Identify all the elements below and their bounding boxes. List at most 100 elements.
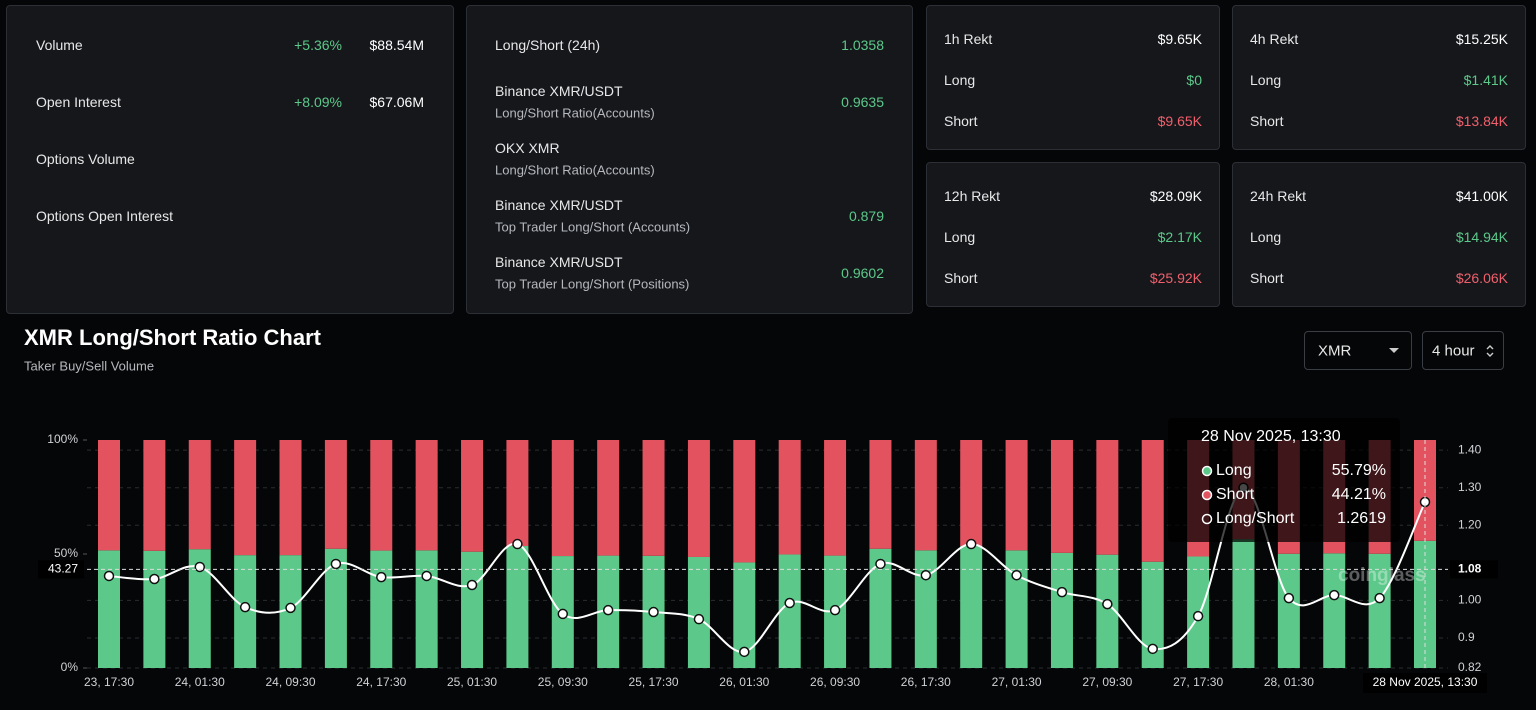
y-tick-label: 100% [47,432,78,446]
bar-segment [960,440,983,547]
ratio-label: OKX XMR [495,140,560,156]
rekt-long: $14.94K [1455,229,1508,245]
ratio-point [421,570,432,582]
rekt-title: 4h Rekt [1250,31,1299,47]
bar-segment [778,554,801,668]
rekt-card: 24h Rekt $41.00K Long $14.94K Short $26.06K [1232,162,1526,307]
rekt-short-label: Short [1250,113,1284,129]
ratio-point [829,604,841,616]
crosshair-x-label: 28 Nov 2025, 13:30 [1373,675,1478,689]
bar-segment [1368,553,1391,668]
ratio-label: Long/Short (24h) [495,37,601,53]
tooltip-dot [1201,465,1213,477]
dropdown-arrow [1389,348,1399,353]
symbol-value: XMR [1318,342,1352,360]
bar-segment [324,440,347,549]
ratio-label: Binance XMR/USDT [495,83,623,99]
stat-change: +8.09% [294,94,342,110]
rekt-long-label: Long [944,229,976,245]
rekt-short: $13.84K [1455,113,1508,129]
x-tick-label: 23, 17:30 [84,675,134,689]
x-tick-label: 24, 17:30 [356,675,406,689]
bar-segment [824,440,847,556]
tooltip-box [1168,418,1400,542]
rekt-short: $26.06K [1455,270,1508,286]
x-tick-label: 25, 01:30 [447,675,497,689]
ratio-point [875,558,886,570]
ratio-point [1102,598,1113,610]
ratio-point [285,602,296,614]
bar-segment [1005,440,1028,551]
ratio-point [1147,643,1158,655]
symbol-select[interactable]: XMR [1304,331,1412,370]
ratio-point [1328,589,1340,601]
ratio-point [103,570,115,582]
rekt-short-label: Short [944,113,978,129]
bar-segment [1277,553,1300,668]
x-tick-label: 25, 09:30 [538,675,588,689]
rekt-long: $1.41K [1463,72,1508,88]
rekt-long: $2.17K [1157,229,1202,245]
ratio-point [648,606,659,618]
tooltip-value: 1.2619 [1337,510,1386,527]
bar-segment [1323,553,1346,668]
interval-select[interactable]: 4 hour [1422,331,1504,370]
stat-value: $67.06M [369,94,424,110]
ratio-point [965,538,977,550]
rekt-card: 4h Rekt $15.25K Long $1.41K Short $13.84K [1232,5,1526,150]
y-tick-label: 50% [54,546,78,560]
ratio-point [1192,610,1204,622]
x-tick-label: 27, 01:30 [992,675,1042,689]
crosshair-y-label: 43.27 [48,562,78,576]
stat-value: $88.54M [369,37,424,53]
bar-segment [914,440,937,551]
y2-tick-label: 1.30 [1458,480,1482,494]
ratio-sublabel: Top Trader Long/Short (Accounts) [495,219,691,235]
ratio-point [739,646,750,658]
bar-segment [98,440,120,551]
bar-segment [188,549,211,668]
y-tick-label: 0% [61,660,79,674]
bar-segment [506,546,529,668]
ratio-point [330,558,342,570]
bar-segment [188,440,211,550]
x-tick-label: 26, 17:30 [901,675,951,689]
rekt-total: $15.25K [1455,31,1508,47]
y2-tick-label: 1.20 [1458,517,1482,531]
bar-segment [506,440,529,547]
rekt-card: 1h Rekt $9.65K Long $0 Short $9.65K [926,5,1220,150]
rekt-title: 1h Rekt [944,31,993,47]
ratio-point [1374,592,1385,604]
tooltip-value: 44.21% [1332,486,1386,503]
ratio-point [149,573,160,585]
bar-segment [1005,550,1028,668]
bar-segment [733,440,756,563]
tooltip-name: Short [1216,486,1255,503]
bar-segment [733,562,756,668]
stepper-arrows [1486,345,1494,357]
ratio-value: 1.0358 [841,37,884,53]
bar-segment [324,548,347,668]
ratio-point [784,597,795,609]
chart-title: XMR Long/Short Ratio Chart [24,325,321,350]
stat-label: Options Open Interest [36,208,173,224]
ratio-point [194,561,206,573]
bar-segment [869,440,892,549]
bar-segment [597,440,620,556]
crosshair-x-box [1363,673,1487,693]
bar-segment [1050,552,1073,668]
x-tick-label: 24, 09:30 [265,675,315,689]
bar-segment [1096,440,1119,555]
ratios-panel: Long/Short (24h) 1.0358 Binance XMR/USDT… [466,5,913,314]
ratio-label: Binance XMR/USDT [495,197,623,213]
ratio-sublabel: Top Trader Long/Short (Positions) [495,276,690,292]
stats-panel: Volume +5.36% $88.54M Open Interest +8.0… [6,5,454,314]
tooltip-name: Long [1216,462,1252,479]
ratio-point [557,608,569,620]
y2-tick-label: 0.9 [1458,630,1475,644]
bar-segment [415,440,438,551]
bar-segment [1141,440,1164,562]
ratio-point [693,613,705,625]
ratio-point [466,579,478,591]
stat-label: Options Volume [36,151,135,167]
